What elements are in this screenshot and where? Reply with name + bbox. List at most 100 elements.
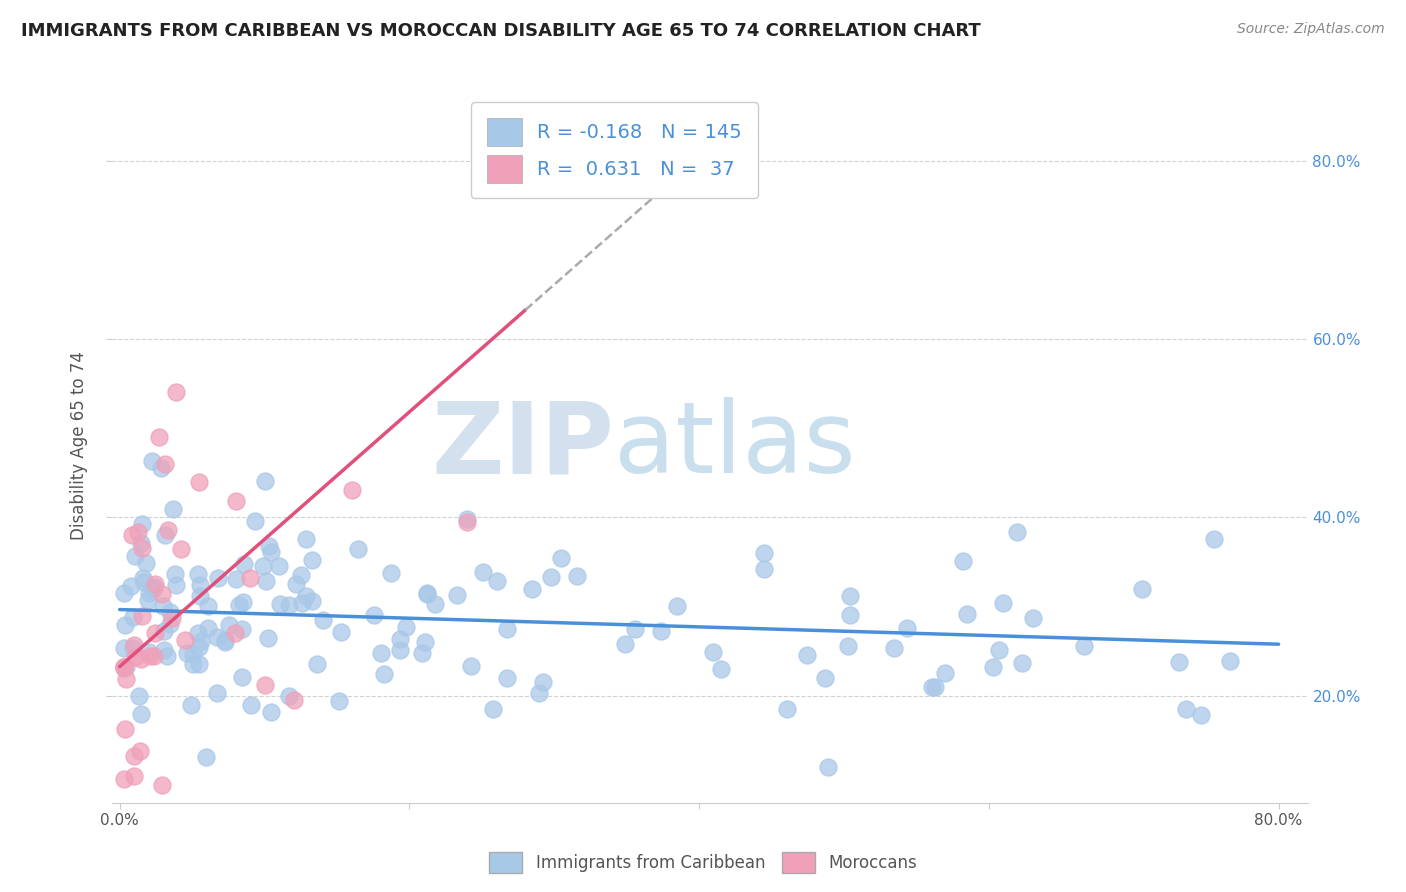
Point <box>301 594 323 608</box>
Point <box>388 632 411 646</box>
Point <box>224 625 246 640</box>
Point <box>131 517 153 532</box>
Point <box>122 769 145 783</box>
Point <box>143 625 166 640</box>
Point <box>112 660 135 674</box>
Point <box>231 670 253 684</box>
Point <box>112 772 135 787</box>
Point <box>540 570 562 584</box>
Point <box>416 587 439 601</box>
Point <box>181 647 204 661</box>
Point <box>896 621 918 635</box>
Point <box>260 705 283 719</box>
Point <box>159 605 181 619</box>
Point <box>252 558 274 573</box>
Point <box>160 610 183 624</box>
Point <box>170 541 193 556</box>
Point <box>934 665 956 680</box>
Point <box>188 475 211 489</box>
Point <box>1175 702 1198 716</box>
Point <box>1011 657 1033 671</box>
Point <box>295 532 318 546</box>
Point <box>776 702 799 716</box>
Point <box>114 673 136 687</box>
Point <box>239 572 262 586</box>
Point <box>283 693 305 707</box>
Point <box>112 661 135 675</box>
Y-axis label: Disability Age 65 to 74: Disability Age 65 to 74 <box>70 351 89 541</box>
Point <box>330 624 353 639</box>
Point <box>176 646 198 660</box>
Point <box>187 640 209 655</box>
Point <box>157 523 180 537</box>
Point <box>269 558 291 573</box>
Point <box>129 535 152 549</box>
Point <box>112 585 135 599</box>
Point <box>710 663 733 677</box>
Point <box>188 578 211 592</box>
Point <box>839 590 862 604</box>
Point <box>550 551 572 566</box>
Point <box>121 527 143 541</box>
Point <box>1130 582 1153 597</box>
Point <box>114 723 136 737</box>
Point <box>665 599 688 613</box>
Point <box>389 643 412 657</box>
Point <box>129 651 152 665</box>
Point <box>143 577 166 591</box>
Point <box>143 648 166 663</box>
Point <box>301 553 323 567</box>
Point <box>131 609 153 624</box>
Point <box>924 680 946 694</box>
Point <box>921 680 943 694</box>
Point <box>814 672 837 686</box>
Point <box>257 539 280 553</box>
Point <box>754 546 776 560</box>
Point <box>260 544 283 558</box>
Point <box>837 639 859 653</box>
Point <box>1189 708 1212 723</box>
Point <box>115 659 138 673</box>
Point <box>188 657 211 671</box>
Point <box>122 638 145 652</box>
Point <box>952 553 974 567</box>
Point <box>122 748 145 763</box>
Point <box>112 660 135 674</box>
Point <box>149 460 172 475</box>
Text: IMMIGRANTS FROM CARIBBEAN VS MOROCCAN DISABILITY AGE 65 TO 74 CORRELATION CHART: IMMIGRANTS FROM CARIBBEAN VS MOROCCAN DI… <box>21 22 981 40</box>
Point <box>128 744 150 758</box>
Text: atlas: atlas <box>614 398 856 494</box>
Point <box>991 596 1014 610</box>
Point <box>285 577 308 591</box>
Point <box>153 457 176 471</box>
Point <box>1005 525 1028 540</box>
Legend: Immigrants from Caribbean, Moroccans: Immigrants from Caribbean, Moroccans <box>482 846 924 880</box>
Point <box>112 660 135 674</box>
Point <box>143 580 166 594</box>
Point <box>253 678 276 692</box>
Point <box>565 568 588 582</box>
Point <box>187 566 209 581</box>
Point <box>128 689 150 703</box>
Point <box>141 453 163 467</box>
Point <box>520 582 543 597</box>
Point <box>180 698 202 713</box>
Point <box>328 694 350 708</box>
Point <box>138 645 160 659</box>
Point <box>624 622 647 636</box>
Point <box>207 571 229 585</box>
Point <box>124 649 146 664</box>
Point <box>531 675 554 690</box>
Point <box>132 575 155 590</box>
Point <box>363 607 385 622</box>
Point <box>239 698 262 712</box>
Point <box>225 494 247 508</box>
Text: ZIP: ZIP <box>432 398 614 494</box>
Point <box>446 588 468 602</box>
Point <box>311 614 333 628</box>
Point <box>291 596 314 610</box>
Point <box>347 541 370 556</box>
Point <box>225 572 247 586</box>
Point <box>188 589 211 603</box>
Legend: R = -0.168   N = 145, R =  0.631   N =  37: R = -0.168 N = 145, R = 0.631 N = 37 <box>471 103 758 198</box>
